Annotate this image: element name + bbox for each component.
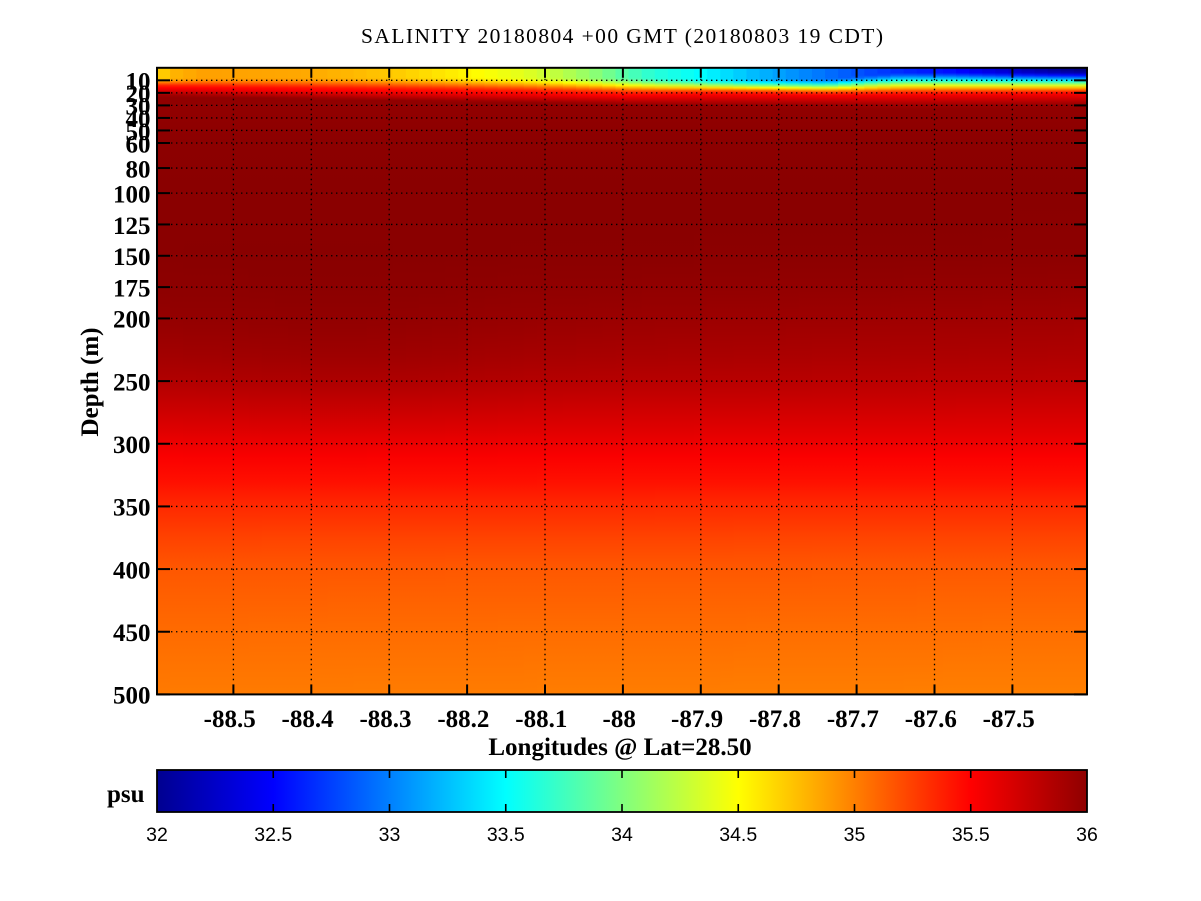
svg-text:400: 400	[113, 557, 151, 584]
svg-text:50: 50	[126, 119, 151, 146]
svg-text:33: 33	[379, 824, 401, 846]
svg-text:-87.5: -87.5	[983, 706, 1035, 733]
svg-text:35: 35	[844, 824, 866, 846]
svg-text:150: 150	[113, 244, 151, 271]
svg-text:-88: -88	[603, 706, 636, 733]
svg-text:36: 36	[1076, 824, 1098, 846]
svg-text:-87.6: -87.6	[905, 706, 957, 733]
svg-text:-88.1: -88.1	[515, 706, 567, 733]
svg-text:40: 40	[126, 106, 151, 133]
svg-text:10: 10	[126, 69, 151, 96]
svg-text:20: 20	[126, 81, 151, 108]
svg-text:psu: psu	[107, 781, 145, 808]
svg-text:34: 34	[611, 824, 633, 846]
svg-text:33.5: 33.5	[487, 824, 525, 846]
svg-text:350: 350	[113, 495, 151, 522]
svg-text:Longitudes @ Lat=28.50: Longitudes @ Lat=28.50	[488, 734, 751, 761]
svg-text:Depth (m): Depth (m)	[77, 327, 104, 436]
svg-text:-88.4: -88.4	[282, 706, 335, 733]
svg-text:500: 500	[113, 683, 151, 710]
svg-text:-88.5: -88.5	[204, 706, 256, 733]
svg-text:34.5: 34.5	[719, 824, 757, 846]
svg-text:-88.2: -88.2	[437, 706, 489, 733]
svg-text:300: 300	[113, 432, 151, 459]
svg-text:-88.3: -88.3	[359, 706, 411, 733]
svg-text:100: 100	[113, 181, 151, 208]
svg-text:SALINITY 20180804 +00 GMT (201: SALINITY 20180804 +00 GMT (20180803 19 C…	[361, 24, 883, 48]
svg-text:30: 30	[126, 94, 151, 121]
svg-text:200: 200	[113, 307, 151, 334]
svg-text:80: 80	[126, 156, 151, 183]
svg-text:450: 450	[113, 620, 151, 647]
svg-text:32: 32	[146, 824, 168, 846]
svg-text:32.5: 32.5	[254, 824, 292, 846]
svg-text:-87.8: -87.8	[749, 706, 801, 733]
svg-text:35.5: 35.5	[952, 824, 990, 846]
svg-text:125: 125	[113, 213, 151, 240]
svg-text:175: 175	[113, 275, 151, 302]
svg-text:250: 250	[113, 369, 151, 396]
svg-text:-87.7: -87.7	[827, 706, 879, 733]
svg-text:-87.9: -87.9	[671, 706, 723, 733]
svg-text:60: 60	[126, 131, 151, 158]
